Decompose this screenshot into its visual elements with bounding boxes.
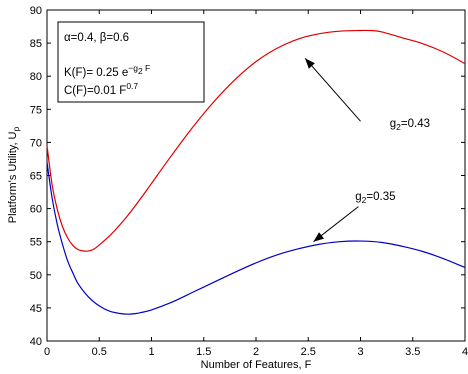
y-tick-label: 45 bbox=[30, 303, 42, 315]
x-axis-title: Number of Features, F bbox=[201, 359, 312, 371]
y-tick-label: 90 bbox=[30, 5, 42, 17]
parameter-c-function: C(F)=0.01 F0.7 bbox=[64, 81, 138, 97]
annotation-arrows bbox=[304, 57, 361, 243]
y-tick-label: 60 bbox=[30, 204, 42, 216]
y-axis-title-sub: p bbox=[11, 126, 21, 131]
x-tick-label: 1 bbox=[148, 346, 154, 358]
y-tick-label: 70 bbox=[30, 137, 42, 149]
x-tick-label: 3.5 bbox=[405, 346, 420, 358]
axis-ticks bbox=[46, 9, 466, 342]
arrowhead-icon bbox=[305, 58, 315, 69]
y-tick-labels: 40 45 50 55 60 65 70 75 80 85 90 bbox=[30, 5, 42, 348]
annotation-arrow-line bbox=[304, 57, 361, 122]
y-tick-label: 65 bbox=[30, 171, 42, 183]
arrowhead-icon bbox=[313, 232, 325, 242]
x-tick-label: 3 bbox=[357, 346, 363, 358]
x-tick-label: 4 bbox=[462, 346, 468, 358]
x-tick-label: 2 bbox=[253, 346, 259, 358]
series-line-g2-035 bbox=[46, 162, 466, 315]
parameter-box: α=0.4, β=0.6 K(F)= 0.25 e−g2 F C(F)=0.01… bbox=[57, 21, 205, 103]
parameter-k-function: K(F)= 0.25 e−g2 F bbox=[64, 63, 150, 79]
y-tick-label: 85 bbox=[30, 38, 42, 50]
annotation-g2-043: g2=0.43 bbox=[390, 118, 430, 132]
x-tick-label: 1.5 bbox=[196, 346, 211, 358]
series-lines bbox=[46, 29, 466, 315]
x-tick-label: 2.5 bbox=[301, 346, 316, 358]
y-tick-label: 55 bbox=[30, 237, 42, 249]
parameter-alpha-beta: α=0.4, β=0.6 bbox=[64, 32, 129, 44]
y-tick-label: 80 bbox=[30, 71, 42, 83]
y-axis-title: Platform's Utility, Up bbox=[7, 126, 21, 223]
y-tick-label: 40 bbox=[30, 336, 42, 348]
y-tick-label: 75 bbox=[30, 104, 42, 116]
series-line-g2-043 bbox=[46, 29, 466, 252]
x-tick-label: 0.5 bbox=[92, 346, 107, 358]
annotation-g2-035: g2=0.35 bbox=[355, 191, 395, 205]
x-tick-labels: 0 0.5 1 1.5 2 2.5 3 3.5 4 bbox=[44, 346, 468, 358]
parameter-box-frame bbox=[57, 21, 205, 103]
x-tick-label: 0 bbox=[44, 346, 50, 358]
y-axis-title-main: Platform's Utility, U bbox=[7, 131, 19, 223]
y-tick-label: 50 bbox=[30, 270, 42, 282]
